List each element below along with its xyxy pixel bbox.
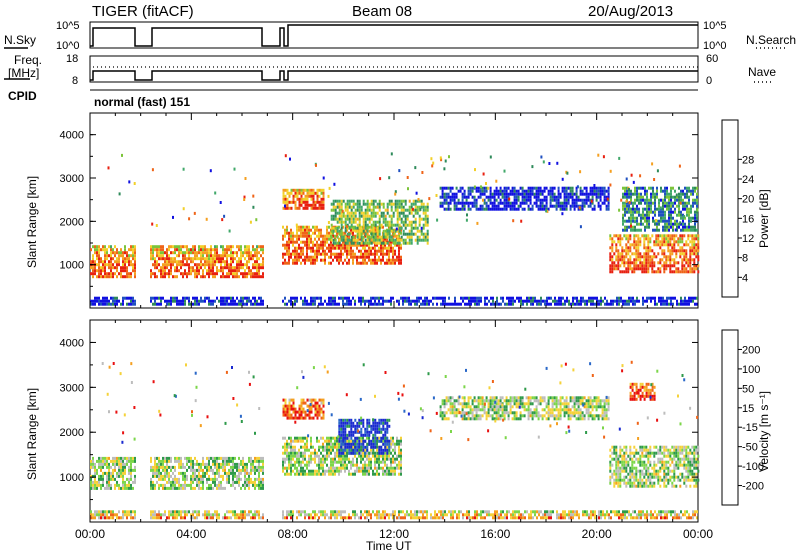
scatter-echoes: [107, 152, 699, 233]
colorbar: 4 8 12 16 20 24 28: [721, 119, 754, 298]
velocity-ylabel: Slant Range [km]: [25, 388, 39, 480]
echo-band: [609, 234, 700, 274]
freq-tick-right-bottom: 0: [706, 75, 712, 87]
echo-band: [90, 510, 698, 520]
echo-band: [609, 445, 700, 488]
velocity-cbar-label: Velocity [m s⁻¹]: [757, 391, 771, 472]
echo-band: [330, 199, 429, 245]
power-cbar-label: Power [dB]: [757, 189, 771, 248]
colorbar-tick-label: 20: [742, 194, 754, 206]
colorbar-frame: [721, 329, 739, 506]
time-xlabel: Time UT: [366, 539, 412, 553]
colorbar-tick-label: 24: [742, 174, 754, 186]
freq-tick-left-top: 18: [66, 53, 78, 65]
nsky-tick-right-bottom: 10^0: [703, 40, 727, 52]
ytick-label: 1000: [60, 260, 84, 272]
nsky-tick-left-top: 10^5: [56, 20, 80, 32]
xtick-label: 04:00: [176, 527, 206, 541]
freq-frame: [89, 55, 699, 83]
colorbar-tick-label: 12: [742, 233, 754, 245]
nsearch-label: N.Search: [746, 33, 796, 47]
echo-band: [282, 188, 325, 210]
freq-label-line2: [MHz]: [8, 66, 39, 80]
ytick-label: 3000: [60, 173, 84, 185]
colorbar-tick-label: 200: [742, 344, 760, 356]
colorbar-tick-label: 16: [742, 213, 754, 225]
scatter-echoes: [101, 360, 699, 444]
colorbar-tick-label: 8: [742, 253, 748, 265]
plot-frame: [89, 319, 699, 523]
colorbar-tick-label: 100: [742, 364, 760, 376]
echo-band: [282, 398, 325, 420]
xtick-label: 20:00: [582, 527, 612, 541]
xtick-label: 16:00: [480, 527, 510, 541]
velocity-panel: 1000 2000 3000 4000 00:00 04:00 08:00 12:00 16:0…: [60, 319, 764, 541]
xtick-label: 00:00: [75, 527, 105, 541]
colorbar-tick-label: 4: [742, 272, 748, 284]
ytick-label: 4000: [60, 337, 84, 349]
nsky-tick-left-bottom: 10^0: [56, 40, 80, 52]
nsky-strip: N.Sky 10^5 10^0 10^5 10^0 N.Search: [4, 20, 796, 52]
nave-label: Nave: [748, 65, 776, 79]
freq-label-line1: Freq.: [14, 53, 42, 67]
colorbar-tick-label: 50: [742, 383, 754, 395]
ytick-label: 4000: [60, 130, 84, 142]
colorbar-tick-label: 28: [742, 154, 754, 166]
colorbar-tick-label: -50: [742, 442, 758, 454]
xtick-label: 08:00: [278, 527, 308, 541]
echo-band: [622, 186, 698, 232]
radar-title: TIGER (fitACF): [92, 3, 194, 20]
colorbar: 200 100 50 15 -15 -50 -100 -200: [721, 329, 764, 506]
cpid-label: CPID: [8, 89, 37, 103]
beam-label: Beam 08: [352, 3, 412, 20]
xtick-label: 00:00: [683, 527, 713, 541]
echo-band: [90, 296, 698, 306]
nsky-tick-right-top: 10^5: [703, 20, 727, 32]
nsky-label: N.Sky: [4, 33, 36, 47]
colorbar-tick-label: -200: [742, 481, 764, 493]
date-label: 20/Aug/2013: [588, 3, 673, 20]
echo-band: [338, 418, 391, 455]
colorbar-tick-label: -100: [742, 461, 764, 473]
power-panel: 1000 2000 3000 4000 4 8 12 16 20 24 28: [60, 112, 754, 309]
xtick-label: 12:00: [379, 527, 409, 541]
freq-tick-left-bottom: 8: [72, 75, 78, 87]
ytick-label: 2000: [60, 216, 84, 228]
nsky-trace: [90, 24, 698, 47]
echo-band: [282, 225, 402, 265]
colorbar-frame: [721, 119, 739, 298]
cpid-value: normal (fast) 151: [94, 95, 190, 109]
power-ylabel: Slant Range [km]: [25, 176, 39, 268]
ytick-label: 2000: [60, 427, 84, 439]
freq-tick-right-top: 60: [706, 53, 718, 65]
echo-band: [439, 186, 610, 211]
colorbar-tick-label: -15: [742, 422, 758, 434]
freq-trace: [90, 70, 698, 81]
plot-frame: [89, 112, 699, 309]
ytick-label: 3000: [60, 382, 84, 394]
nsky-frame: [89, 21, 699, 49]
echo-band: [90, 245, 264, 279]
colorbar-tick-label: 15: [742, 403, 754, 415]
cpid-strip: CPID normal (fast) 151: [8, 89, 698, 109]
freq-strip: Freq. [MHz] 18 8 60 0 Nave: [4, 53, 776, 87]
echo-band: [90, 456, 264, 490]
ytick-label: 1000: [60, 472, 84, 484]
